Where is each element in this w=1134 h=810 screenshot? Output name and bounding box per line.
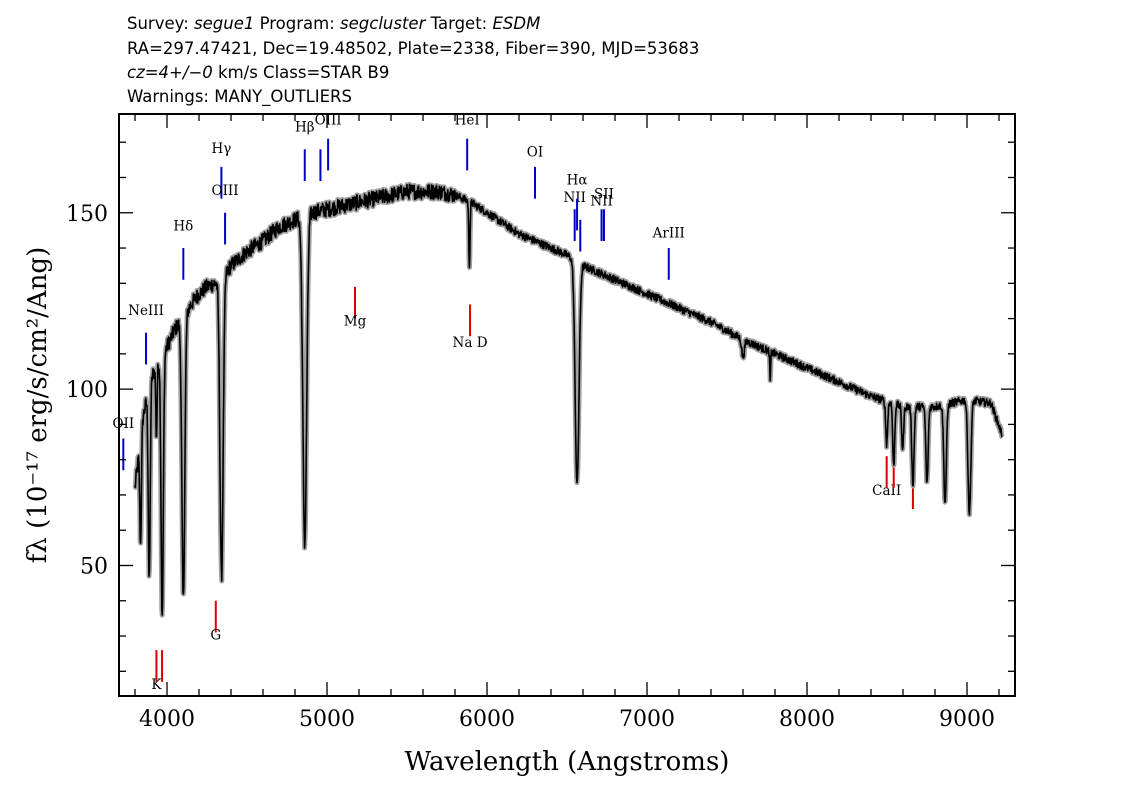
x-tick-label: 8000	[779, 707, 835, 732]
x-tick-label: 5000	[299, 707, 355, 732]
header-line-coordinates: RA=297.47421, Dec=19.48502, Plate=2338, …	[127, 39, 699, 58]
flux-series-line	[134, 183, 1003, 616]
line-label: NII	[590, 194, 612, 210]
line-label: ArIII	[652, 225, 685, 241]
line-label: OIII	[212, 183, 239, 199]
line-label: HeI	[455, 113, 480, 129]
plot-frame	[118, 113, 1016, 697]
x-tick-label: 6000	[459, 707, 515, 732]
header-line-warnings: Warnings: MANY_OUTLIERS	[127, 87, 352, 107]
y-tick-label: 100	[66, 378, 108, 403]
y-axis-title: fλ (10⁻¹⁷ erg/s/cm²/Ang)	[23, 247, 53, 563]
line-label: SII	[594, 187, 614, 203]
y-tick-label: 150	[66, 202, 108, 227]
line-label: Na D	[453, 335, 488, 351]
line-label: G	[210, 628, 221, 644]
line-label: NeIII	[128, 303, 164, 319]
x-tick-label: 7000	[619, 707, 675, 732]
x-axis-title: Wavelength (Angstroms)	[405, 747, 730, 777]
line-label: K	[151, 677, 162, 693]
line-label: CaII	[872, 483, 901, 499]
line-label: NII	[563, 190, 585, 206]
line-label: Hβ	[295, 120, 315, 136]
axes: 4000 5000 6000 7000 8000 9000 50 100 150 Waveleng…	[23, 114, 1015, 777]
header-line-redshift: cz=4+/−0 km/s Class=STAR B9	[127, 63, 389, 82]
line-label: Hγ	[211, 141, 231, 157]
line-label: Hδ	[173, 218, 193, 234]
line-label: Hα	[567, 173, 588, 189]
flux-error-band	[132, 181, 1005, 618]
line-label: Mg	[344, 314, 367, 330]
x-tick-label: 4000	[139, 707, 195, 732]
x-tick-label: 9000	[939, 707, 995, 732]
y-tick-label: 50	[80, 554, 108, 579]
header-line-survey: Survey: segue1 Program: segcluster Targe…	[127, 14, 540, 33]
line-label: OI	[527, 144, 543, 160]
line-label: OIII	[315, 113, 342, 129]
